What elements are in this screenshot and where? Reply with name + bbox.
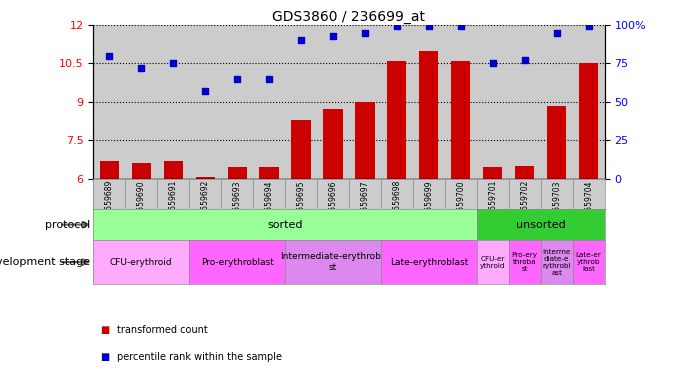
Text: GSM559691: GSM559691: [169, 180, 178, 227]
Bar: [515, 166, 534, 179]
Point: [487, 60, 498, 66]
Text: percentile rank within the sample: percentile rank within the sample: [117, 352, 283, 362]
Text: Late-er
ythrob
last: Late-er ythrob last: [576, 252, 602, 272]
Text: GSM559700: GSM559700: [456, 180, 465, 227]
Point: [296, 37, 307, 43]
Text: Pro-erythroblast: Pro-erythroblast: [200, 258, 274, 266]
Bar: [292, 120, 310, 179]
Text: GSM559701: GSM559701: [489, 180, 498, 227]
Bar: [387, 61, 406, 179]
Text: sorted: sorted: [267, 220, 303, 230]
Text: ■: ■: [100, 325, 109, 335]
Bar: [355, 102, 375, 179]
Bar: [227, 167, 247, 179]
Text: CFU-erythroid: CFU-erythroid: [110, 258, 173, 266]
Point: [391, 23, 402, 30]
Text: unsorted: unsorted: [516, 220, 565, 230]
Bar: [131, 163, 151, 179]
Text: Interme
diate-e
rythrobl
ast: Interme diate-e rythrobl ast: [542, 248, 571, 276]
Text: GSM559702: GSM559702: [520, 180, 529, 227]
Point: [328, 33, 339, 39]
Point: [200, 88, 211, 94]
Text: development stage: development stage: [0, 257, 90, 267]
Bar: [164, 161, 182, 179]
Bar: [579, 63, 598, 179]
Bar: [483, 167, 502, 179]
Text: GSM559694: GSM559694: [265, 180, 274, 227]
Point: [583, 23, 594, 30]
Text: GSM559698: GSM559698: [392, 180, 401, 227]
Bar: [259, 167, 278, 179]
Text: GSM559697: GSM559697: [361, 180, 370, 227]
Point: [263, 76, 274, 82]
Text: ■: ■: [100, 352, 109, 362]
Text: GSM559699: GSM559699: [424, 180, 433, 227]
Point: [135, 65, 146, 71]
Point: [104, 53, 115, 59]
Point: [519, 57, 530, 63]
Text: GSM559695: GSM559695: [296, 180, 305, 227]
Point: [231, 76, 243, 82]
Text: GSM559690: GSM559690: [137, 180, 146, 227]
Text: Intermediate-erythroba
st: Intermediate-erythroba st: [280, 252, 386, 272]
Text: GSM559689: GSM559689: [105, 180, 114, 227]
Point: [168, 60, 179, 66]
Text: CFU-er
ythroid: CFU-er ythroid: [480, 256, 506, 268]
Text: protocol: protocol: [45, 220, 90, 230]
Bar: [419, 51, 438, 179]
Bar: [547, 106, 566, 179]
Bar: [451, 61, 471, 179]
Bar: [100, 161, 119, 179]
Text: Late-erythroblast: Late-erythroblast: [390, 258, 468, 266]
Text: transformed count: transformed count: [117, 325, 208, 335]
Text: Pro-ery
throba
st: Pro-ery throba st: [512, 252, 538, 272]
Point: [424, 23, 435, 30]
Text: GSM559703: GSM559703: [552, 180, 561, 227]
Bar: [196, 177, 215, 179]
Text: GSM559692: GSM559692: [200, 180, 209, 227]
Bar: [323, 109, 343, 179]
Point: [455, 23, 466, 30]
Point: [359, 30, 370, 36]
Text: GDS3860 / 236699_at: GDS3860 / 236699_at: [272, 10, 426, 23]
Text: GSM559696: GSM559696: [328, 180, 337, 227]
Text: GSM559704: GSM559704: [584, 180, 593, 227]
Point: [551, 30, 562, 36]
Text: GSM559693: GSM559693: [233, 180, 242, 227]
